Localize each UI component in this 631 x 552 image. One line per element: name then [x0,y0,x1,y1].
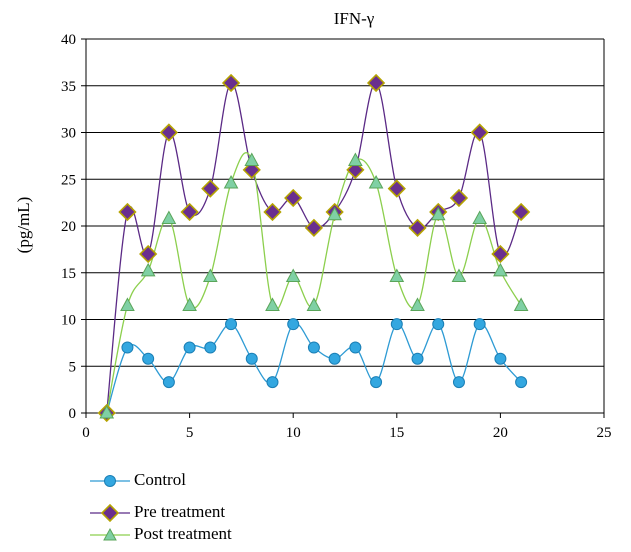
data-point-post-treatment [202,268,218,282]
series-line-control [106,322,522,414]
data-point-post-treatment [244,152,260,167]
data-point-control [515,376,528,389]
data-point-pre-treatment [491,244,510,264]
series [97,73,531,423]
y-tick-label: 20 [61,219,76,235]
x-tick-label: 10 [286,425,301,441]
y-tick-label: 5 [69,359,77,375]
data-point-control [287,318,300,331]
data-point-pre-treatment [387,179,406,198]
data-point-post-treatment [285,268,301,282]
legend-label-control: Control [134,470,186,489]
data-point-pre-treatment [221,73,241,93]
legend-swatch-pre-treatment [90,503,130,523]
data-point-control [370,376,383,389]
data-point-control [452,376,465,389]
data-point-pre-treatment [470,123,489,142]
data-point-control [245,352,258,365]
data-point-post-treatment [472,210,488,225]
data-point-pre-treatment [159,123,179,142]
data-point-control [328,352,341,365]
data-point-post-treatment [161,210,177,225]
data-point-post-treatment [493,262,508,277]
data-point-pre-treatment [449,188,469,208]
legend-swatch-post-treatment [90,527,130,541]
data-point-control [494,352,507,365]
y-tick-label: 0 [69,406,77,422]
data-point-control [390,318,403,331]
x-tick-label: 5 [186,425,194,441]
data-point-pre-treatment [263,202,282,222]
data-point-control [411,352,424,365]
legend-item-control: Control [88,468,288,496]
series-line-post-treatment [106,152,522,414]
y-tick-label: 40 [61,32,76,48]
data-point-post-treatment [513,297,529,311]
legend: Control Pre treatment Post treatment [88,468,288,550]
data-point-post-treatment [430,206,446,221]
data-point-post-treatment [451,268,467,282]
data-point-post-treatment [348,152,363,167]
data-point-post-treatment [327,206,342,221]
data-point-control [307,341,320,354]
data-point-control [225,318,238,331]
x-tick-label: 15 [389,425,404,441]
data-point-pre-treatment [139,244,158,264]
legend-item-post-treatment: Post treatment [88,522,288,550]
data-point-control [266,376,279,389]
data-point-control [349,341,362,354]
data-point-post-treatment [140,262,156,277]
data-point-pre-treatment [408,218,427,238]
data-point-post-treatment [265,297,280,311]
data-point-post-treatment [410,297,425,311]
data-point-control [204,341,217,354]
data-point-pre-treatment [180,202,199,222]
data-point-pre-treatment [366,73,386,93]
data-point-control [183,341,196,354]
legend-label-pre-treatment: Pre treatment [134,502,226,521]
legend-item-pre-treatment: Pre treatment [88,500,288,528]
y-tick-label: 10 [61,313,76,329]
data-point-control [432,318,445,331]
data-point-control [162,376,175,389]
x-tick-label: 0 [82,425,90,441]
data-point-pre-treatment [201,179,220,198]
data-point-control [121,341,134,354]
x-tick-label: 25 [597,425,612,441]
data-point-post-treatment [182,297,197,311]
x-tick-label: 20 [493,425,508,441]
data-point-post-treatment [120,297,135,311]
chart-title: IFN-γ [334,9,375,28]
data-point-post-treatment [99,404,115,419]
chart: IFN-γ (pg/mL) 0 5 10 15 20 25 30 35 40 0 5 10 15 20 25 [14,9,612,441]
y-tick-label: 25 [61,172,76,188]
gridlines [86,38,604,367]
y-tick-label: 35 [61,79,76,95]
data-point-post-treatment [368,174,384,189]
data-point-pre-treatment [304,218,324,238]
y-tick-label: 15 [61,266,76,282]
data-point-post-treatment [223,174,239,189]
data-point-post-treatment [389,268,405,282]
data-point-post-treatment [306,297,322,311]
data-point-pre-treatment [511,202,531,222]
y-axis-label: (pg/mL) [14,197,33,254]
data-point-control [473,318,486,331]
legend-label-post-treatment: Post treatment [134,524,232,543]
y-tick-label: 30 [61,126,76,142]
data-point-pre-treatment [284,188,303,208]
legend-swatch-control [90,475,130,487]
data-point-control [142,352,155,365]
data-point-pre-treatment [118,202,137,222]
axes: 0 5 10 15 20 25 30 35 40 0 5 10 15 20 25 [61,32,612,441]
